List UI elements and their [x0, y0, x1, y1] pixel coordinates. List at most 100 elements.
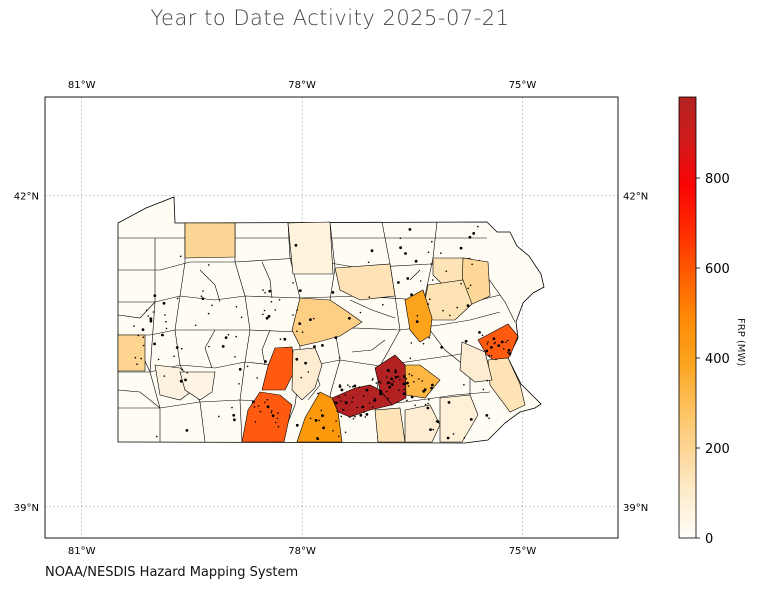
fire-point: [211, 304, 213, 307]
fire-point: [235, 335, 237, 338]
fire-point: [390, 383, 394, 386]
fire-point: [266, 405, 270, 409]
fire-point: [338, 357, 341, 359]
fire-point: [271, 410, 273, 412]
fire-point: [332, 430, 334, 432]
fire-point: [368, 296, 371, 298]
fire-point: [466, 304, 470, 307]
lat-tick-labels-left: 42°N 39°N: [14, 192, 39, 514]
fire-point: [238, 383, 240, 385]
county: [179, 371, 216, 401]
fire-point: [497, 344, 501, 347]
fire-point: [500, 340, 504, 344]
fire-point: [331, 291, 335, 294]
fire-point: [157, 358, 160, 361]
fire-point: [292, 314, 294, 316]
fire-point: [440, 345, 444, 349]
fire-point: [392, 380, 395, 383]
fire-point: [436, 420, 440, 424]
fire-point: [408, 228, 412, 231]
fire-point: [388, 370, 390, 373]
fire-point: [427, 402, 429, 405]
fire-point: [423, 388, 427, 392]
fire-point: [478, 331, 481, 334]
fire-point: [407, 385, 410, 387]
fire-point: [481, 334, 484, 337]
fire-point: [402, 382, 406, 386]
fire-point: [488, 417, 490, 420]
fire-point: [349, 386, 351, 388]
county: [261, 346, 296, 391]
fire-point: [262, 313, 264, 316]
lon-tick-label: 81°W: [68, 80, 96, 91]
fire-point: [140, 357, 142, 360]
fire-point: [467, 287, 470, 290]
fire-point: [278, 299, 281, 301]
fire-point: [271, 414, 275, 418]
fire-point: [344, 401, 347, 403]
fire-point: [427, 251, 430, 254]
fire-point: [431, 279, 434, 281]
fire-point: [431, 240, 433, 243]
fire-point: [253, 406, 256, 408]
fire-point: [429, 298, 431, 301]
fire-point: [218, 415, 220, 418]
county: [487, 357, 526, 413]
fire-point: [358, 386, 361, 388]
fire-point: [372, 377, 374, 380]
county: [241, 391, 293, 443]
lat-tick-label: 42°N: [623, 192, 648, 203]
county: [404, 289, 433, 343]
fire-point: [447, 401, 451, 404]
fire-point: [408, 373, 411, 375]
fire-point: [200, 295, 203, 298]
fire-point: [353, 385, 356, 388]
fire-point: [463, 437, 466, 439]
fire-point: [240, 316, 243, 319]
fire-point: [416, 315, 419, 317]
fire-point: [232, 413, 236, 417]
fire-point: [464, 339, 468, 343]
fire-point: [405, 377, 408, 380]
fire-point: [321, 344, 324, 347]
fire-point: [406, 399, 408, 402]
fire-point: [370, 249, 374, 253]
fire-point: [426, 406, 430, 410]
fire-point: [234, 356, 236, 358]
fire-point: [263, 309, 266, 312]
fire-point: [335, 401, 338, 405]
fire-point: [314, 419, 318, 422]
fire-point: [149, 319, 153, 323]
fire-point: [181, 368, 184, 371]
fire-point: [246, 365, 249, 368]
fire-point: [152, 311, 155, 313]
fire-point: [344, 393, 347, 396]
fire-point: [486, 379, 489, 382]
fire-point: [292, 282, 294, 284]
fire-point: [364, 416, 367, 418]
fire-point: [320, 409, 323, 412]
fire-point: [361, 405, 365, 409]
fire-point: [252, 400, 255, 404]
fire-point: [409, 357, 412, 360]
fire-point: [186, 371, 188, 374]
fire-point: [471, 263, 473, 266]
fire-point: [363, 411, 365, 414]
county: [334, 263, 396, 301]
fire-point: [397, 375, 400, 378]
fire-point: [402, 392, 406, 396]
fire-point: [382, 303, 384, 306]
lat-tick-label: 39°N: [623, 503, 648, 514]
fire-point: [487, 341, 489, 343]
fire-point: [257, 405, 260, 407]
fire-point: [488, 354, 490, 357]
fire-point: [334, 336, 338, 340]
fire-point: [235, 305, 238, 308]
fire-point: [162, 301, 166, 305]
fire-point: [267, 314, 271, 318]
fire-point: [294, 243, 298, 247]
fire-point: [380, 393, 383, 396]
fire-point: [208, 264, 210, 266]
fire-point: [336, 410, 339, 413]
